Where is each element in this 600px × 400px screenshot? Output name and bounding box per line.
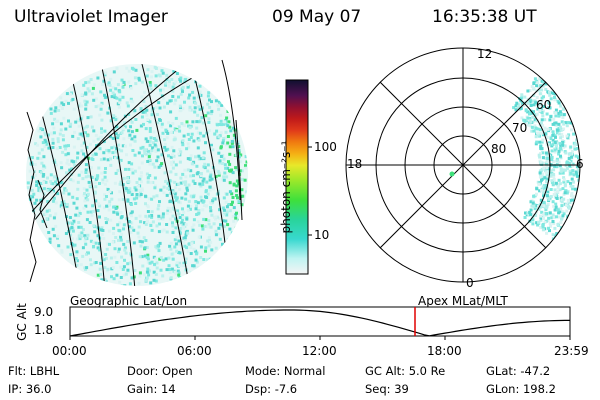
- footer-ip: IP: 36.0: [8, 382, 52, 396]
- x-tick-2359: 23:59: [554, 344, 589, 358]
- colorbar-tick-100: 100: [314, 140, 337, 154]
- coastline: [37, 179, 48, 229]
- colorbar-unit-label: photon cm⁻²s⁻¹: [279, 140, 293, 234]
- footer-dsp: Dsp: -7.6: [245, 382, 298, 396]
- mlat-label-70: 70: [512, 121, 528, 135]
- mlt-label-12: 12: [477, 47, 493, 61]
- orbit-timeline: [69, 306, 571, 340]
- timeline-left-label: Geographic Lat/Lon: [70, 294, 188, 308]
- time-label: 16:35:38 UT: [432, 7, 537, 27]
- limb-line: [235, 119, 243, 221]
- footer-gain: Gain: 14: [127, 382, 176, 396]
- y-axis-label: GC Alt: [15, 303, 29, 341]
- instrument-title: Ultraviolet Imager: [14, 7, 168, 27]
- x-tick-1800: 18:00: [427, 344, 462, 358]
- coastline: [26, 111, 37, 283]
- polar-plot: [345, 47, 581, 283]
- footer-gc-alt: GC Alt: 5.0 Re: [365, 364, 446, 378]
- footer-glat: GLat: -47.2: [486, 364, 551, 378]
- x-tick-0000: 00:00: [52, 344, 87, 358]
- y-tick-1.8: 1.8: [34, 323, 54, 337]
- footer-mode: Mode: Normal: [245, 364, 326, 378]
- timeline-right-label: Apex MLat/MLT: [418, 294, 508, 308]
- limb-line: [221, 59, 241, 201]
- footer-flt: Flt: LBHL: [8, 364, 60, 378]
- footer-glon: GLon: 198.2: [486, 382, 556, 396]
- mlt-label-18: 18: [347, 157, 363, 171]
- mlat-label-80: 80: [491, 142, 507, 156]
- x-tick-0600: 06:00: [177, 344, 212, 358]
- colorbar-tick-10: 10: [314, 228, 330, 242]
- mlt-label-0: 0: [466, 276, 474, 290]
- mlt-label-6: 6: [576, 157, 584, 171]
- footer-seq: Seq: 39: [365, 382, 409, 396]
- mlat-label-60: 60: [536, 98, 552, 112]
- date-label: 09 May 07: [272, 7, 362, 27]
- earth-image: [26, 59, 248, 286]
- footer-door: Door: Open: [127, 364, 193, 378]
- x-tick-1200: 12:00: [302, 344, 337, 358]
- y-tick-9: 9.0: [34, 305, 54, 319]
- colorbar: [285, 79, 312, 275]
